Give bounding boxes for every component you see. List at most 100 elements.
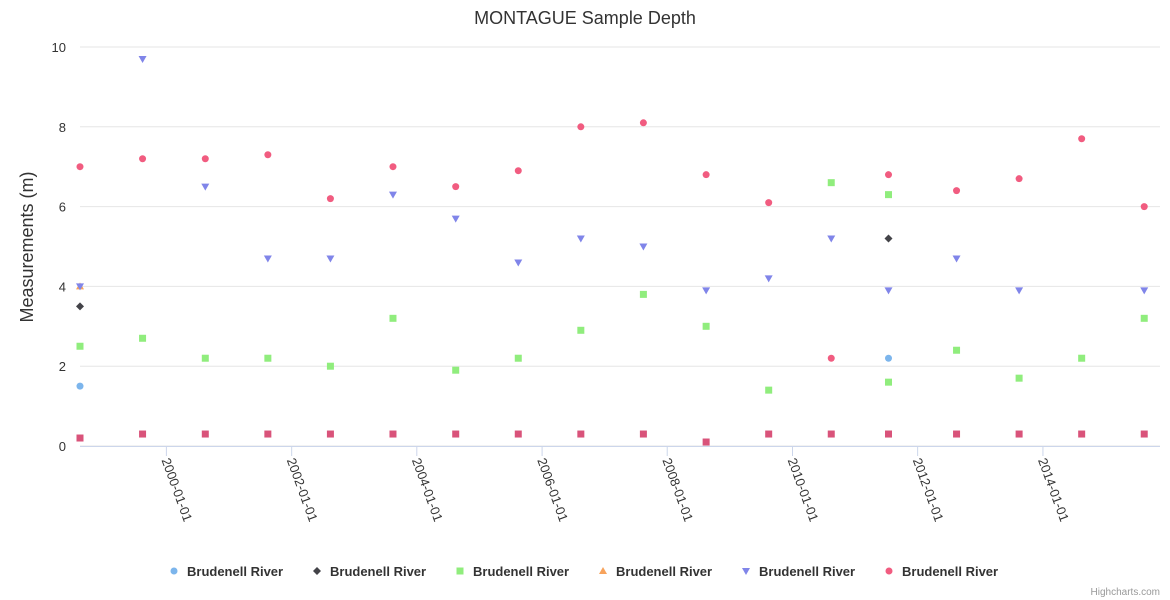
data-point[interactable] [201,183,210,191]
legend-symbol[interactable] [456,567,464,575]
legend-item[interactable]: Brudenell River [742,564,855,579]
data-point[interactable] [201,430,209,438]
data-point[interactable] [76,302,84,311]
data-point[interactable] [76,283,84,291]
data-point[interactable] [952,255,961,263]
data-point[interactable] [639,290,647,298]
data-point[interactable] [138,55,147,63]
data-point[interactable] [389,163,397,171]
data-point[interactable] [884,234,893,243]
data-point[interactable] [1140,287,1149,295]
data-point[interactable] [1140,430,1148,438]
data-point[interactable] [884,287,893,295]
data-point[interactable] [514,354,522,362]
data-point[interactable] [702,287,711,295]
data-point[interactable] [514,167,522,175]
y-tick-label: 6 [59,200,66,215]
data-point[interactable] [1140,314,1148,322]
credits-link[interactable]: Highcharts.com [1091,587,1160,598]
data-point[interactable] [326,255,335,263]
legend-label: Brudenell River [330,564,426,579]
legend-symbol[interactable] [742,568,750,575]
data-point[interactable] [326,430,334,438]
legend-symbol[interactable] [313,567,321,575]
data-point[interactable] [953,346,961,354]
data-point[interactable] [514,430,522,438]
data-point[interactable] [201,354,209,362]
data-point[interactable] [885,354,893,362]
data-point[interactable] [577,123,585,131]
data-point[interactable] [639,430,647,438]
data-point[interactable] [452,366,460,374]
data-point[interactable] [1015,175,1023,183]
legend[interactable]: Brudenell River Brudenell River Brudenell … [170,564,999,579]
data-point[interactable] [76,163,84,171]
data-point[interactable] [201,155,209,163]
legend-symbol[interactable] [885,567,893,575]
data-point[interactable] [1015,287,1024,295]
data-point[interactable] [885,430,893,438]
data-point[interactable] [639,243,648,251]
data-point[interactable] [765,199,773,207]
legend-item[interactable]: Brudenell River [456,564,570,579]
data-point[interactable] [885,171,893,179]
data-point[interactable] [514,259,523,267]
data-point[interactable] [76,434,84,442]
data-point[interactable] [885,378,893,386]
data-point[interactable] [577,430,585,438]
legend-item[interactable]: Brudenell River [599,564,712,579]
data-point[interactable] [451,215,460,223]
data-point[interactable] [702,171,710,179]
data-point[interactable] [326,195,334,203]
data-point[interactable] [1015,374,1023,382]
legend-symbol[interactable] [599,567,607,574]
data-point[interactable] [1078,430,1086,438]
x-tick-label: 2004-01-01 [409,456,446,524]
data-point[interactable] [765,430,773,438]
data-point[interactable] [1015,430,1023,438]
legend-item[interactable]: Brudenell River [313,564,426,579]
data-point[interactable] [639,119,647,127]
data-point[interactable] [264,430,272,438]
data-point[interactable] [702,322,710,330]
legend-item[interactable]: Brudenell River [885,564,999,579]
data-point[interactable] [576,235,585,243]
data-point[interactable] [827,354,835,362]
data-point[interactable] [764,275,773,283]
data-point[interactable] [264,151,272,159]
data-point[interactable] [263,255,272,263]
data-point[interactable] [139,334,147,342]
data-point[interactable] [388,191,397,199]
data-point[interactable] [139,155,147,163]
data-point[interactable] [953,187,961,195]
data-point[interactable] [702,438,710,446]
data-point[interactable] [1078,135,1086,143]
legend-symbol[interactable] [170,567,178,575]
data-point[interactable] [577,326,585,334]
data-point[interactable] [76,382,84,390]
data-point[interactable] [264,354,272,362]
legend-label: Brudenell River [902,564,998,579]
data-point[interactable] [765,386,773,394]
data-point[interactable] [953,430,961,438]
data-point[interactable] [827,235,836,243]
data-point[interactable] [389,430,397,438]
y-tick-label: 10 [52,40,66,55]
data-point[interactable] [1140,203,1148,211]
data-point[interactable] [76,342,84,350]
data-point[interactable] [827,430,835,438]
data-point[interactable] [885,191,893,199]
data-point[interactable] [139,430,147,438]
x-axis-ticks: 2000-01-01 2002-01-01 2004-01-01 2006-01-01… [159,446,1072,524]
legend-item[interactable]: Brudenell River [170,564,284,579]
x-tick-label: 2010-01-01 [785,456,822,524]
y-tick-label: 2 [59,359,66,374]
data-point[interactable] [452,183,460,191]
data-point[interactable] [452,430,460,438]
data-point[interactable] [827,179,835,187]
x-tick-label: 2008-01-01 [659,456,696,524]
data-point[interactable] [389,314,397,322]
data-point[interactable] [326,362,334,370]
data-point[interactable] [1078,354,1086,362]
